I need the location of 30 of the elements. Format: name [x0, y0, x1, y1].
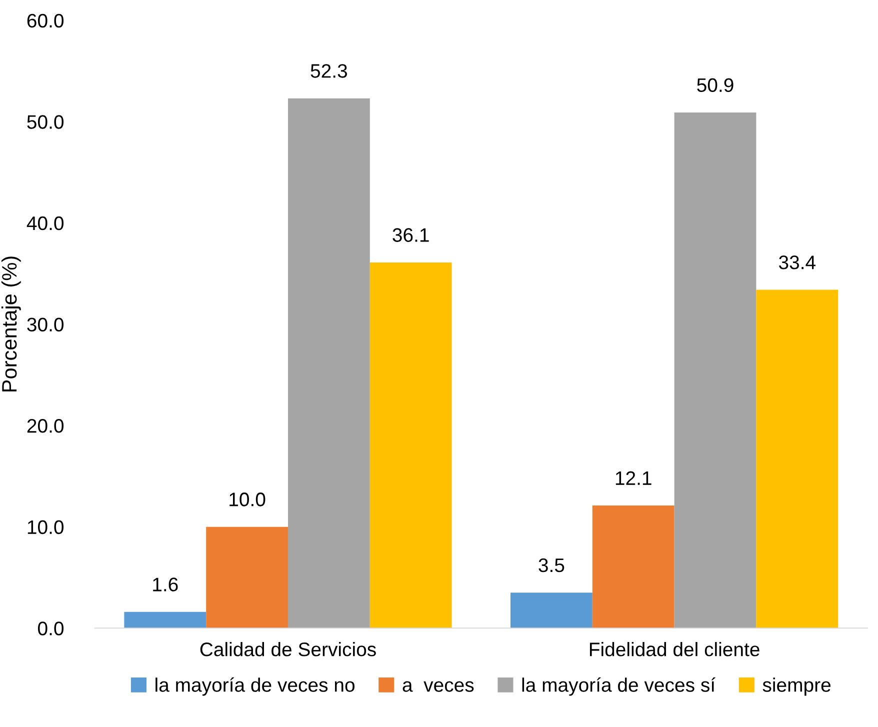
- y-tick-label: 30.0: [27, 318, 64, 332]
- data-label: 36.1: [392, 228, 429, 242]
- legend-label: la mayoría de veces sí: [522, 677, 716, 696]
- data-label: 10.0: [230, 492, 266, 506]
- y-tick-label: 0.0: [38, 622, 64, 636]
- legend-label: a veces: [402, 681, 474, 692]
- bar: [288, 98, 370, 628]
- y-tick-label: 60.0: [27, 14, 64, 28]
- data-label: 1.6: [153, 578, 178, 592]
- y-tick-label: 40.0: [26, 216, 64, 230]
- bar: [124, 612, 206, 628]
- y-tick-label: 20.0: [27, 419, 64, 433]
- data-label: 50.9: [697, 78, 734, 92]
- x-tick-label: Calidad de Servicios: [200, 642, 376, 656]
- data-label: 52.3: [310, 64, 348, 78]
- x-tick-label: Fidelidad del cliente: [590, 642, 760, 656]
- legend-label: siempre: [762, 678, 830, 696]
- bar: [674, 112, 756, 628]
- bar: [370, 262, 452, 628]
- bar: [756, 290, 838, 628]
- legend-label: la mayoría de veces no: [156, 677, 354, 696]
- y-tick-label: 50.0: [27, 115, 64, 129]
- y-tick-label: 10.0: [28, 520, 64, 534]
- bar: [206, 526, 288, 628]
- bar: [510, 592, 592, 628]
- data-label: 3.5: [538, 558, 564, 572]
- data-label: 12.1: [616, 471, 652, 485]
- y-axis-title: Porcentaje (%): [1, 256, 21, 392]
- bar: [592, 506, 674, 628]
- data-label: 33.4: [778, 256, 816, 270]
